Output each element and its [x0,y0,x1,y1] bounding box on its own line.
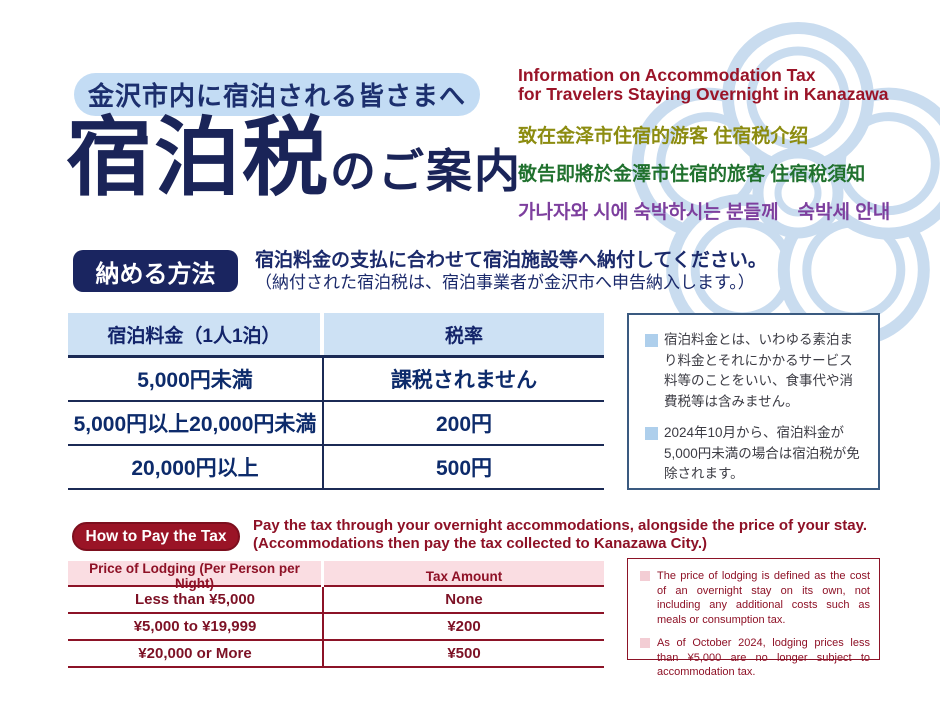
page-title-main: 宿泊税 [66,110,330,206]
blue-square-bullet-icon [645,334,658,347]
en-tax-table-cell: ¥200 [447,618,481,635]
heading-english-line2: for Travelers Staying Overnight in Kanaz… [518,84,889,104]
jp-tax-table-cell: 5,000円未満 [68,358,324,400]
multilingual-headings: Information on Accommodation Tax for Tra… [518,66,890,224]
page-title: 宿泊税 のご案内 [66,112,522,205]
en-note-text-1: The price of lodging is defined as the c… [657,570,870,626]
en-tax-table-cell: ¥20,000 or More [68,641,324,666]
jp-pay-method-instruction: 宿泊料金の支払に合わせて宿泊施設等へ納付してください。 （納付された宿泊税は、宿… [255,249,767,293]
jp-tax-table: 宿泊料金（1人1泊） 税率 5,000円未満 課税されません 5,000円以上2… [68,313,604,490]
plum-blossom-pattern-icon [631,22,940,346]
jp-tax-table-header-price: 宿泊料金（1人1泊） [68,313,324,355]
table-row: Less than ¥5,000 None [68,587,604,614]
list-item: The price of lodging is defined as the c… [640,569,870,627]
list-item: 宿泊料金とは、いわゆる素泊まり料金とそれにかかるサービス料等のことをいい、食事代… [645,330,866,412]
en-pay-method-instruction: Pay the tax through your overnight accom… [253,517,867,553]
jp-tax-table-cell: 500円 [435,457,493,480]
heading-english: Information on Accommodation Tax for Tra… [518,66,890,104]
jp-tax-table-cell: 20,000円以上 [68,446,324,488]
jp-instruction-line2: （納付された宿泊税は、宿泊事業者が金沢市へ申告納入します。） [255,273,755,292]
jp-instruction-line1: 宿泊料金の支払に合わせて宿泊施設等へ納付してください。 [255,250,767,271]
audience-banner: 金沢市内に宿泊される皆さまへ [74,73,480,116]
table-row: 5,000円以上20,000円未満 200円 [68,402,604,446]
table-row: ¥5,000 to ¥19,999 ¥200 [68,614,604,641]
en-tax-table-cell: ¥500 [447,645,481,662]
en-pay-method-badge: How to Pay the Tax [72,522,240,551]
heading-korean: 가나자와 시에 숙박하시는 분들께 숙박세 안내 [518,202,891,223]
jp-tax-table-cell: 5,000円以上20,000円未満 [68,402,324,444]
en-note-text-2: As of October 2024, lodging prices less … [657,637,870,678]
en-tax-table-cell: None [445,591,483,608]
jp-notes-box: 宿泊料金とは、いわゆる素泊まり料金とそれにかかるサービス料等のことをいい、食事代… [627,313,880,490]
jp-tax-table-cell: 200円 [435,413,493,436]
heading-chinese-simplified: 致在金泽市住宿的游客 住宿税介绍 [518,126,809,147]
en-tax-table-header-amount: Tax Amount [425,568,503,584]
audience-banner-label: 金沢市内に宿泊される皆さまへ [87,81,466,111]
en-tax-table-cell: ¥5,000 to ¥19,999 [68,614,324,639]
table-row: 20,000円以上 500円 [68,446,604,490]
jp-tax-table-cell: 課税されません [390,369,538,392]
jp-tax-table-header-row: 宿泊料金（1人1泊） 税率 [68,313,604,358]
list-item: As of October 2024, lodging prices less … [640,636,870,680]
en-notes-box: The price of lodging is defined as the c… [627,558,880,678]
en-tax-table-header-row: Price of Lodging (Per Person per Night) … [68,561,604,591]
table-row: ¥20,000 or More ¥500 [68,641,604,668]
pink-square-bullet-icon [640,638,650,648]
en-instruction-line2: (Accommodations then pay the tax collect… [253,535,707,552]
list-item: 2024年10月から、宿泊料金が5,000円未満の場合は宿泊税が免除されます。 [645,423,866,485]
en-instruction-line1: Pay the tax through your overnight accom… [253,517,867,534]
en-tax-table-cell: Less than ¥5,000 [68,587,324,612]
jp-pay-method-badge-label: 納める方法 [95,260,216,288]
jp-note-text-2: 2024年10月から、宿泊料金が5,000円未満の場合は宿泊税が免除されます。 [664,425,860,481]
pink-square-bullet-icon [640,571,650,581]
heading-chinese-traditional: 敬告即將於金澤市住宿的旅客 住宿稅須知 [518,164,866,185]
jp-note-text-1: 宿泊料金とは、いわゆる素泊まり料金とそれにかかるサービス料等のことをいい、食事代… [664,332,853,409]
jp-tax-table-header-rate: 税率 [444,325,483,347]
heading-english-line1: Information on Accommodation Tax [518,65,816,85]
en-pay-method-badge-label: How to Pay the Tax [85,527,227,545]
page-title-suffix: のご案内 [330,146,522,197]
en-tax-table-header-price: Price of Lodging (Per Person per Night) [68,561,324,591]
en-tax-table: Price of Lodging (Per Person per Night) … [68,561,604,668]
table-row: 5,000円未満 課税されません [68,358,604,402]
jp-pay-method-badge: 納める方法 [73,250,238,292]
blue-square-bullet-icon [645,427,658,440]
